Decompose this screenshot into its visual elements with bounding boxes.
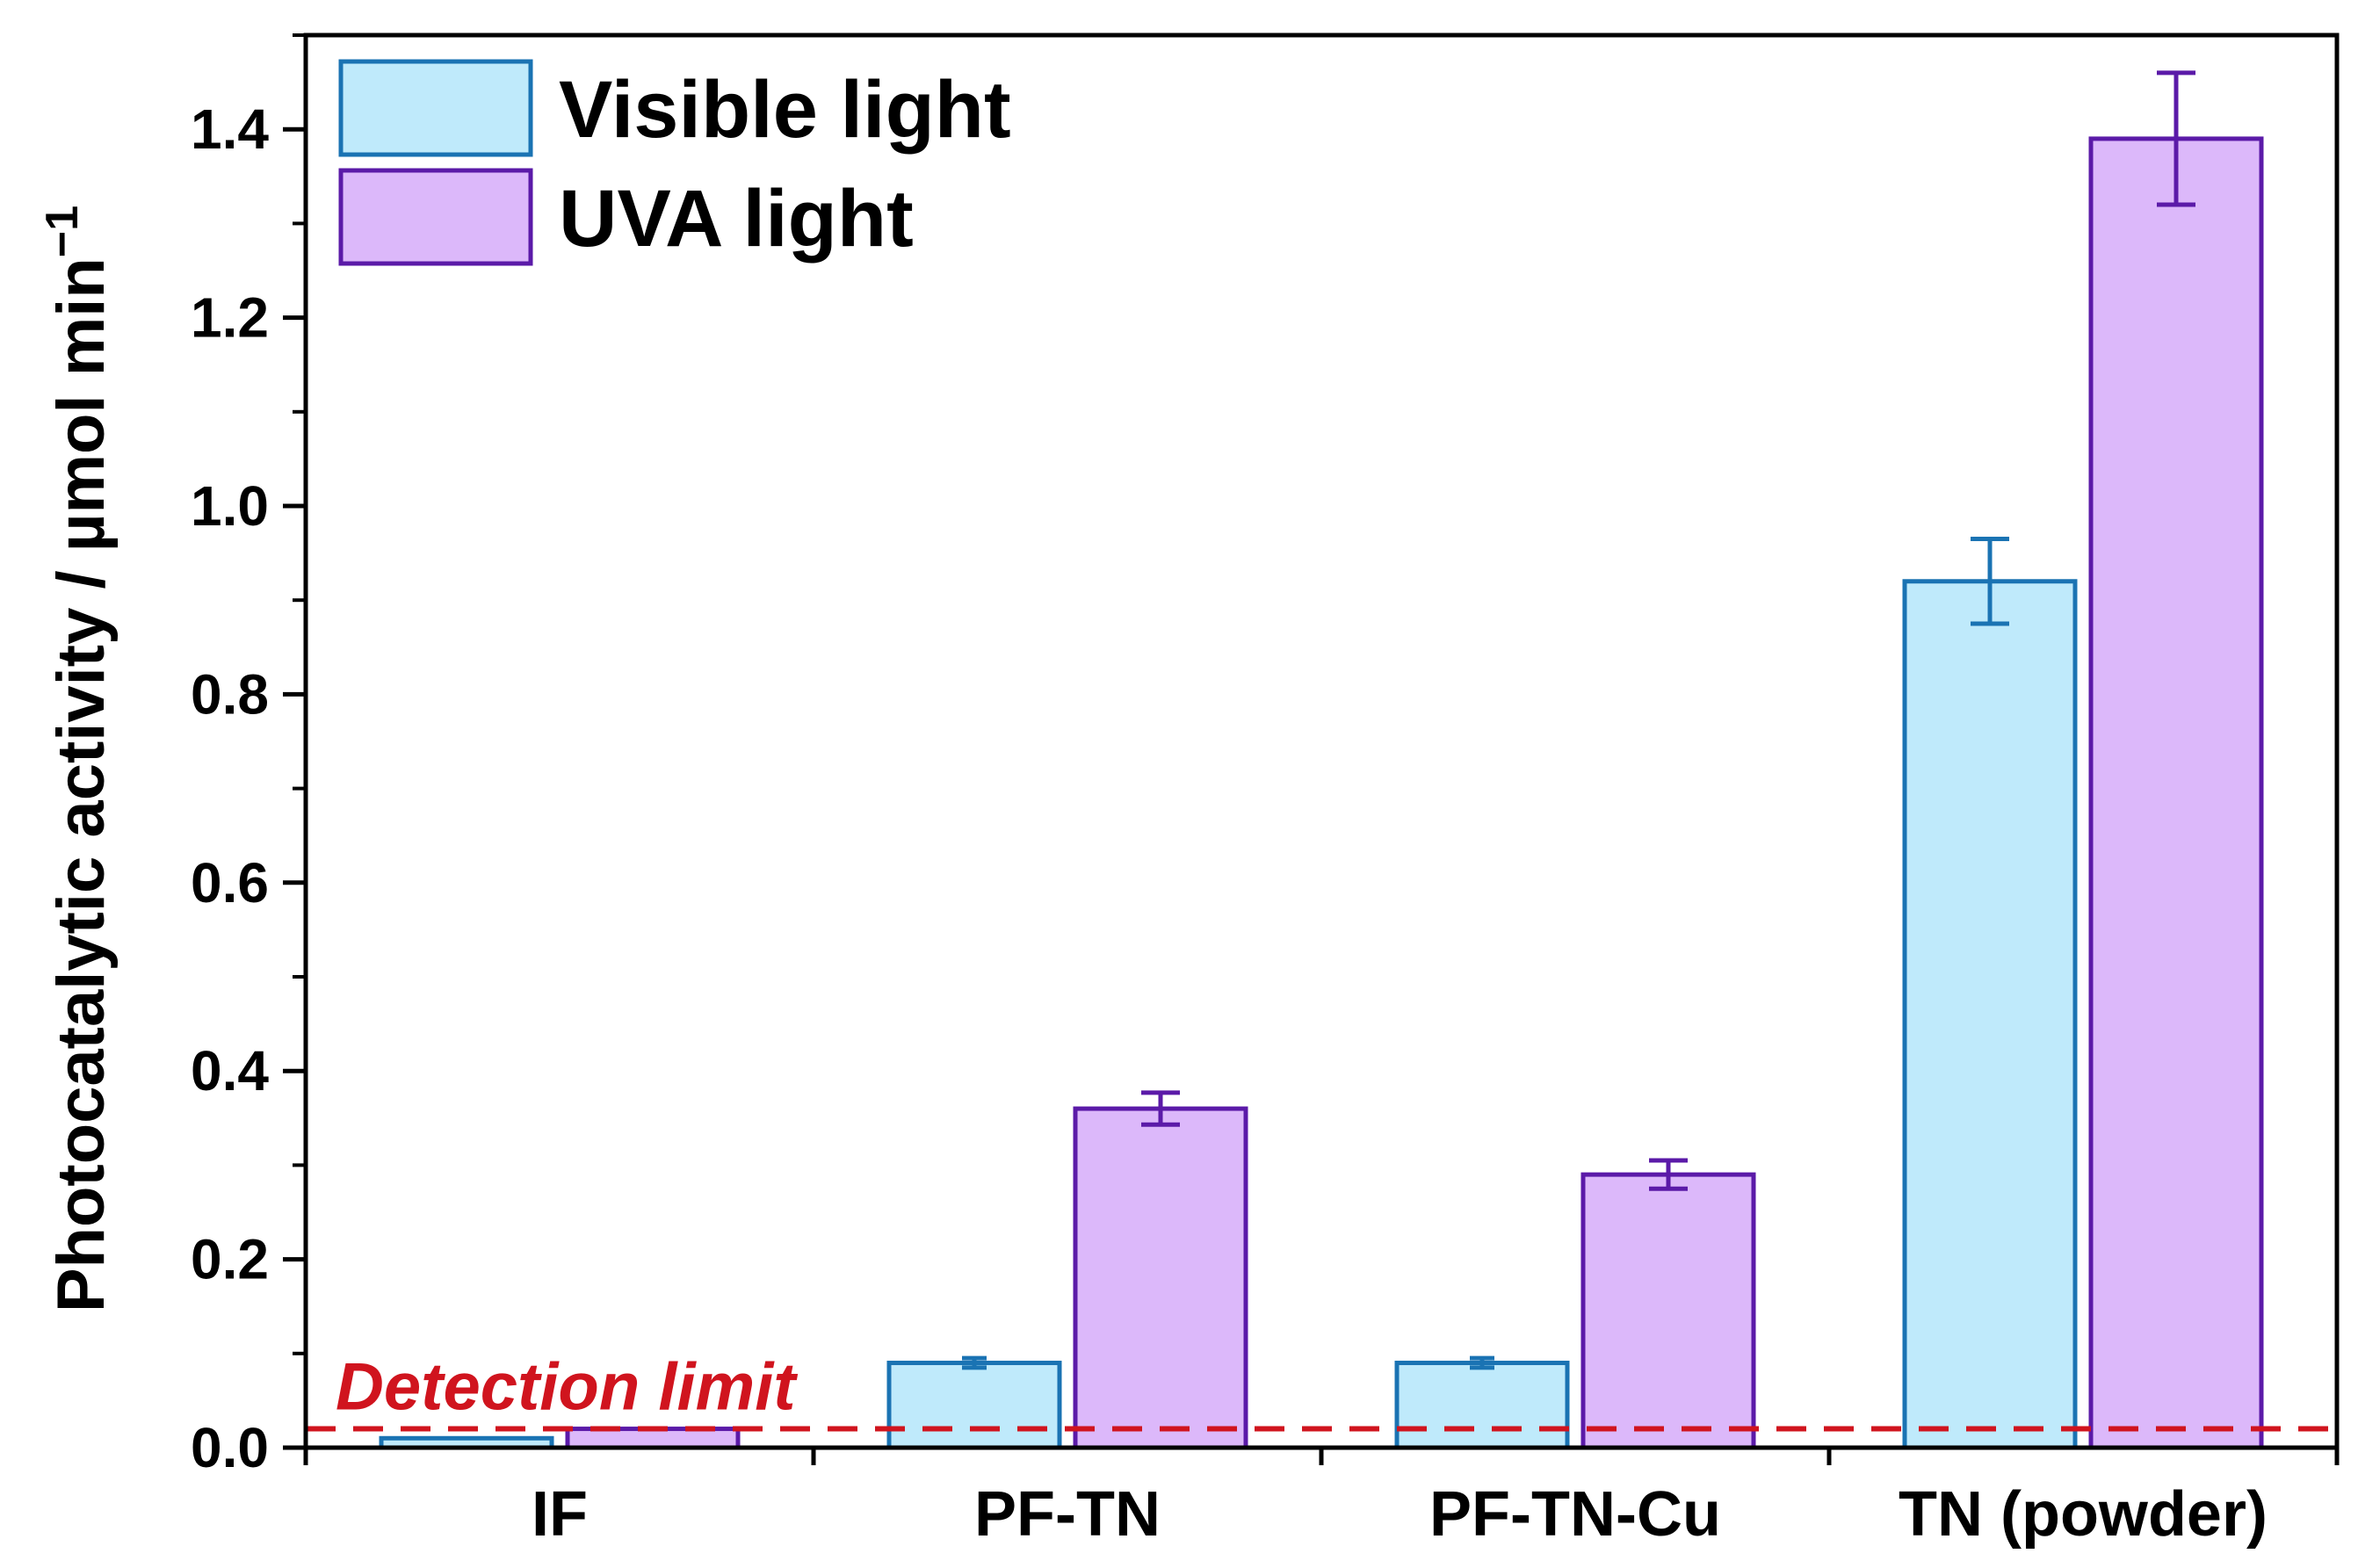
y-axis-label-superscript: −1 — [37, 206, 88, 257]
error-bars-layer — [962, 70, 2195, 1370]
bar-visible-light-pf-tn-cu — [1394, 1361, 1570, 1450]
bar-visible-light-pf-tn — [886, 1361, 1062, 1450]
y-tick-label: 0.8 — [191, 662, 269, 726]
detection-limit-label: Detection limit — [336, 1350, 798, 1425]
bar-uva-light-tn-powder — [2088, 136, 2264, 1450]
y-tick-label: 1.4 — [191, 98, 269, 161]
bar-uva-light-pf-tn — [1073, 1106, 1248, 1450]
y-tick-label: 0.0 — [191, 1416, 269, 1479]
y-axis-label-text: Photocatalytic activity / µmol min — [44, 257, 119, 1312]
bar-visible-light-tn-powder — [1902, 579, 2078, 1450]
x-category-label: PF-TN-Cu — [1429, 1479, 1721, 1550]
legend-swatch-visible-light — [338, 59, 533, 157]
y-tick-label: 1.2 — [191, 286, 269, 350]
error-bar — [1971, 537, 2009, 626]
error-bar — [1141, 1090, 1180, 1127]
y-tick-label: 0.4 — [191, 1039, 269, 1102]
legend: Visible light UVA light — [338, 59, 1011, 266]
bars-layer — [379, 136, 2264, 1450]
x-axis: IF PF-TN PF-TN-Cu TN (powder) — [303, 1448, 2340, 1550]
bar-uva-light-pf-tn-cu — [1580, 1172, 1756, 1450]
x-category-label: PF-TN — [974, 1479, 1161, 1550]
error-bar — [1649, 1158, 1688, 1191]
legend-label-visible-light: Visible light — [559, 65, 1011, 155]
legend-label-uva-light: UVA light — [559, 174, 914, 264]
x-category-label: TN (powder) — [1899, 1479, 2268, 1550]
legend-swatch-uva-light — [338, 168, 533, 266]
y-tick-label: 1.0 — [191, 474, 269, 538]
y-axis-label: Photocatalytic activity / µmol min−1 — [37, 206, 119, 1312]
x-category-label: IF — [532, 1479, 588, 1550]
error-bar — [962, 1355, 987, 1370]
y-tick-label: 0.6 — [191, 851, 269, 914]
y-tick-label: 0.2 — [191, 1228, 269, 1291]
y-axis: 0.0 0.2 0.4 0.6 0.8 1.0 1.2 1.4 — [191, 33, 306, 1479]
error-bar — [2157, 70, 2195, 207]
bar-uva-light-if — [565, 1427, 741, 1450]
error-bar — [1470, 1355, 1494, 1370]
